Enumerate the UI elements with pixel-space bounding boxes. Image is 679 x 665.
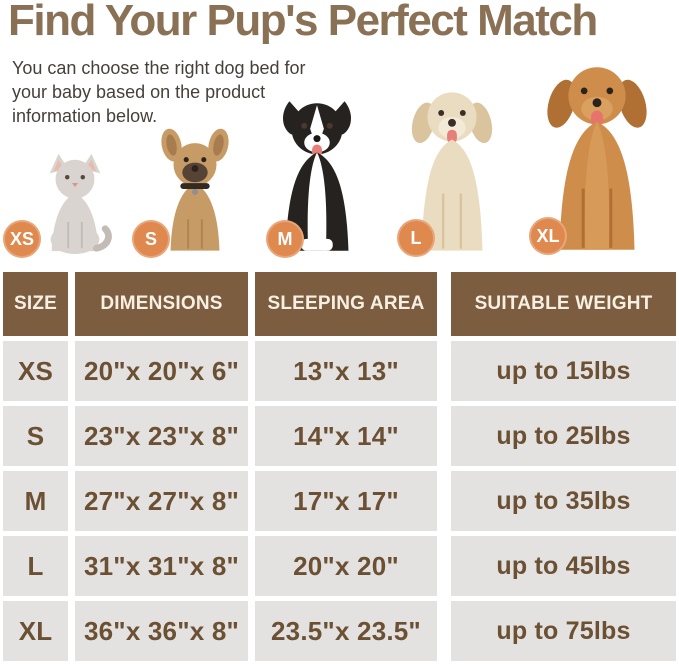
golden-retriever-icon — [547, 67, 647, 250]
cell-dimensions: 36"x 36"x 8" — [75, 601, 248, 661]
border-collie-icon — [283, 101, 351, 251]
golden-retriever-image — [522, 60, 672, 255]
border-collie-image — [258, 95, 376, 255]
size-badge-s: S — [132, 220, 170, 258]
cell-sleeping-area: 20"x 20" — [255, 536, 437, 596]
header-suitable-weight: SUITABLE WEIGHT — [451, 272, 676, 336]
cell-size: XS — [3, 341, 68, 401]
cat-image — [36, 150, 114, 255]
golden-retriever-puppy-image — [394, 85, 510, 255]
cell-suitable-weight: up to 25lbs — [451, 406, 676, 466]
cell-size: S — [3, 406, 68, 466]
cell-dimensions: 20"x 20"x 6" — [75, 341, 248, 401]
golden-retriever-puppy-icon — [411, 92, 493, 251]
header-sleeping-area: SLEEPING AREA — [255, 272, 437, 336]
size-badge-xl: XL — [529, 217, 567, 255]
size-badge-xs: XS — [3, 220, 41, 258]
header-size: SIZE — [3, 272, 68, 336]
cell-sleeping-area: 14"x 14" — [255, 406, 437, 466]
cell-size: L — [3, 536, 68, 596]
cell-suitable-weight: up to 45lbs — [451, 536, 676, 596]
size-badge-l: L — [397, 219, 435, 257]
cell-dimensions: 31"x 31"x 8" — [75, 536, 248, 596]
cell-size: M — [3, 471, 68, 531]
cell-suitable-weight: up to 15lbs — [451, 341, 676, 401]
cell-sleeping-area: 13"x 13" — [255, 341, 437, 401]
cell-sleeping-area: 23.5"x 23.5" — [255, 601, 437, 661]
french-bulldog-icon — [161, 128, 229, 251]
cell-sleeping-area: 17"x 17" — [255, 471, 437, 531]
cat-icon — [49, 153, 112, 255]
header-dimensions: DIMENSIONS — [75, 272, 248, 336]
page-title: Find Your Pup's Perfect Match — [8, 0, 598, 45]
cell-dimensions: 27"x 27"x 8" — [75, 471, 248, 531]
cell-dimensions: 23"x 23"x 8" — [75, 406, 248, 466]
french-bulldog-image — [152, 127, 238, 255]
size-chart-table: SIZE DIMENSIONS SLEEPING AREA SUITABLE W… — [3, 272, 676, 661]
cell-suitable-weight: up to 75lbs — [451, 601, 676, 661]
cell-size: XL — [3, 601, 68, 661]
page-subtitle: You can choose the right dog bed for you… — [12, 58, 306, 126]
size-badge-m: M — [266, 220, 304, 258]
cell-suitable-weight: up to 35lbs — [451, 471, 676, 531]
